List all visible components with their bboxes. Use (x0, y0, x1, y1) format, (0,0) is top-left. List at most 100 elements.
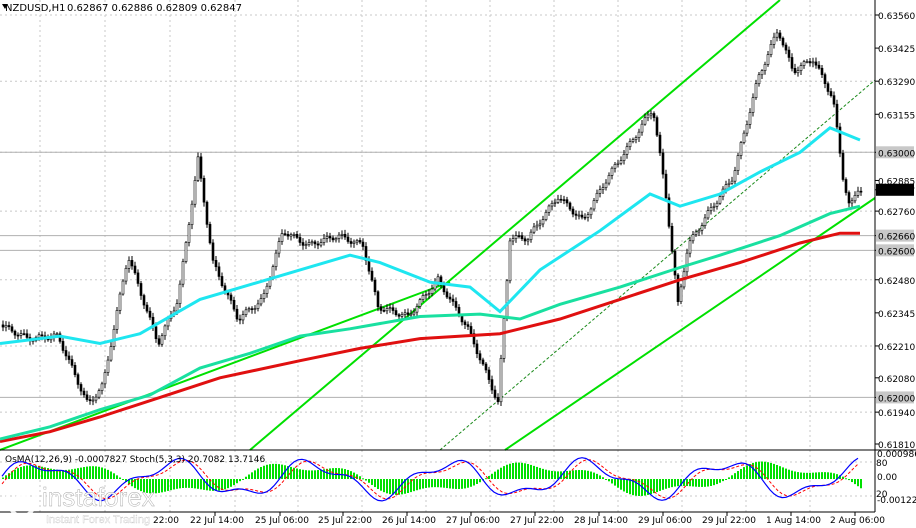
candle[interactable] (526, 237, 530, 246)
candle[interactable] (235, 304, 239, 322)
candle[interactable] (106, 356, 110, 376)
candle[interactable] (67, 351, 71, 364)
candle[interactable] (619, 156, 623, 166)
chart-menu-icon[interactable] (2, 4, 8, 9)
candle[interactable] (844, 177, 848, 196)
candle[interactable] (763, 61, 767, 75)
candle[interactable] (679, 283, 683, 305)
candle[interactable] (229, 292, 233, 305)
candle[interactable] (544, 209, 548, 222)
candle[interactable] (178, 280, 182, 308)
candle[interactable] (676, 273, 680, 306)
candle[interactable] (202, 175, 206, 207)
candle[interactable] (847, 190, 851, 208)
candle[interactable] (199, 153, 203, 182)
candle[interactable] (610, 166, 614, 180)
candle[interactable] (586, 211, 590, 222)
time-axis[interactable]: 22 Jul 14:00 25 Jul 06:00 25 Jul 22:00 26 J… (153, 512, 885, 526)
candle[interactable] (160, 333, 164, 347)
candle[interactable] (700, 222, 704, 235)
candle[interactable] (427, 289, 431, 299)
candle[interactable] (325, 232, 329, 243)
candle[interactable] (313, 239, 317, 249)
candle[interactable] (139, 281, 143, 300)
candle[interactable] (472, 329, 476, 348)
candle[interactable] (205, 200, 209, 228)
candle[interactable] (1, 320, 5, 332)
candle[interactable] (856, 186, 860, 198)
candle[interactable] (556, 194, 560, 204)
candle[interactable] (784, 42, 788, 55)
candle[interactable] (739, 141, 743, 160)
candle[interactable] (370, 267, 374, 282)
candle[interactable] (490, 375, 494, 395)
candle[interactable] (817, 61, 821, 70)
candle[interactable] (790, 53, 794, 72)
candle[interactable] (328, 232, 332, 243)
candle[interactable] (736, 152, 740, 175)
candle[interactable] (592, 197, 596, 212)
candle[interactable] (580, 210, 584, 220)
candle[interactable] (625, 142, 629, 159)
candle[interactable] (607, 172, 611, 186)
candle[interactable] (277, 237, 281, 258)
candle[interactable] (64, 346, 68, 361)
candle[interactable] (217, 262, 221, 281)
candle[interactable] (691, 231, 695, 244)
candle[interactable] (247, 306, 251, 313)
candle[interactable] (577, 210, 581, 220)
candle[interactable] (814, 57, 818, 69)
candle[interactable] (157, 335, 161, 347)
ma-fast-line[interactable] (0, 126, 861, 346)
candle[interactable] (121, 279, 125, 296)
candle[interactable] (241, 310, 245, 325)
candle[interactable] (142, 293, 146, 310)
candle[interactable] (232, 296, 236, 312)
candle[interactable] (319, 238, 323, 248)
candle[interactable] (340, 230, 344, 240)
candle[interactable] (382, 306, 386, 313)
candle[interactable] (712, 202, 716, 212)
candle[interactable] (466, 321, 470, 331)
candle[interactable] (754, 79, 758, 100)
candle[interactable] (511, 234, 515, 246)
candle[interactable] (646, 110, 650, 122)
candle[interactable] (694, 229, 698, 237)
candle[interactable] (613, 162, 617, 173)
candle[interactable] (565, 196, 569, 207)
candle[interactable] (769, 40, 773, 58)
candle[interactable] (532, 223, 536, 235)
candle[interactable] (409, 309, 413, 318)
candle[interactable] (745, 120, 749, 137)
candle[interactable] (667, 193, 671, 229)
candle[interactable] (658, 131, 662, 157)
candle[interactable] (292, 232, 296, 239)
candle[interactable] (484, 362, 488, 374)
candle[interactable] (826, 81, 830, 96)
candle[interactable] (295, 231, 299, 240)
candle[interactable] (559, 194, 563, 204)
candle[interactable] (187, 221, 191, 247)
candle[interactable] (196, 152, 200, 183)
candle[interactable] (10, 323, 14, 334)
candle[interactable] (310, 239, 314, 246)
candle[interactable] (19, 329, 23, 339)
candle[interactable] (715, 200, 719, 210)
candle[interactable] (487, 366, 491, 384)
price-axis[interactable]: 0.63560 0.63425 0.63290 0.63155 0.63000 0.628… (875, 12, 915, 451)
candle[interactable] (781, 36, 785, 48)
candle[interactable] (253, 305, 257, 314)
candle[interactable] (76, 372, 80, 389)
candle[interactable] (661, 148, 665, 179)
candle[interactable] (256, 299, 260, 312)
candle[interactable] (286, 231, 290, 240)
candle[interactable] (301, 238, 305, 250)
candle[interactable] (61, 337, 65, 354)
candle[interactable] (796, 66, 800, 77)
candle[interactable] (349, 237, 353, 248)
candle[interactable] (346, 232, 350, 244)
candle[interactable] (193, 176, 197, 208)
candle[interactable] (727, 178, 731, 189)
candle[interactable] (631, 137, 635, 144)
candle[interactable] (358, 237, 362, 245)
